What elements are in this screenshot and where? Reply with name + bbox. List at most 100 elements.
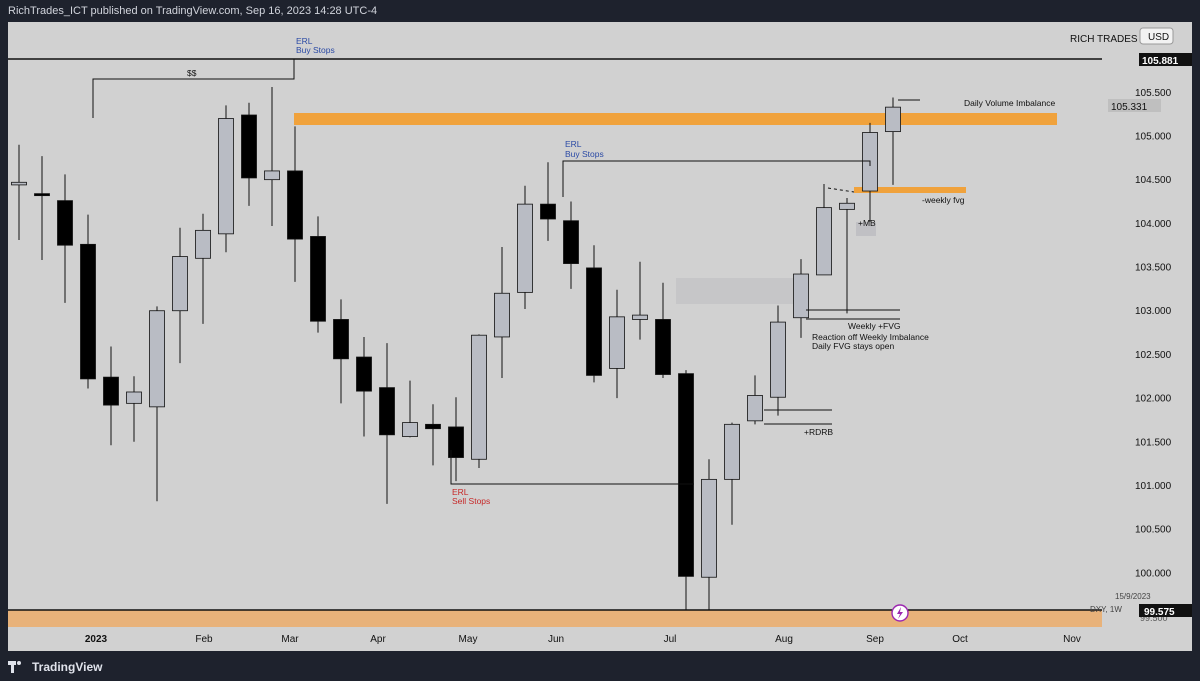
date-label: 15/9/2023 (1115, 592, 1151, 601)
mb-plus-label: +MB (858, 218, 876, 228)
bear-candle (356, 356, 372, 392)
time-tick-label: 2023 (85, 634, 108, 645)
price-axis[interactable]: 100.000 100.500 101.000 101.500 102.000 102.5… (1135, 88, 1172, 580)
bull-candle (632, 314, 648, 320)
buy-stops-mid-label: Buy Stops (565, 149, 604, 159)
bear-candle (103, 376, 119, 406)
bull-candle (149, 310, 165, 408)
bull-candle (609, 316, 625, 369)
bear-candle (287, 170, 303, 240)
brand-label: RICH TRADES (1070, 34, 1138, 45)
price-tick-label: 102.500 (1135, 350, 1172, 361)
bull-candle (264, 170, 280, 181)
bull-candle (172, 256, 188, 312)
bull-candle (218, 118, 234, 235)
reaction-note-2: Daily FVG stays open (812, 341, 894, 351)
time-tick-label: Mar (281, 634, 299, 645)
bull-candle (11, 181, 27, 186)
bottom-zone (8, 610, 1102, 627)
bull-candle (793, 273, 809, 319)
bear-candle (241, 114, 257, 179)
time-tick-label: Jun (548, 634, 564, 645)
time-axis-bg[interactable] (8, 627, 1102, 651)
price-tick-label: 104.000 (1135, 219, 1172, 230)
published-text: RichTrades_ICT published on TradingView.… (8, 5, 378, 17)
bull-candle (839, 202, 855, 210)
tradingview-brand: TradingView (32, 660, 103, 674)
price-tick-label: 103.000 (1135, 306, 1172, 317)
time-tick-label: Aug (775, 634, 793, 645)
bear-candle (310, 236, 326, 322)
erl-top-label: ERL (296, 36, 313, 46)
weekly-fvg-zone (854, 187, 966, 193)
candles-layer (11, 87, 901, 611)
price-tag-105881: 105.881 (1142, 56, 1179, 67)
currency-label: USD (1148, 32, 1169, 43)
bull-candle (747, 395, 763, 422)
footer-bar: TradingView (0, 651, 1200, 681)
brand-bg (1107, 70, 1125, 80)
chart-area[interactable]: ERL Buy Stops $$ ERL Buy Stops ERL Sell … (8, 22, 1192, 651)
symbol-label: DXY, 1W (1090, 605, 1122, 614)
time-tick-label: Sep (866, 634, 884, 645)
bull-candle (885, 106, 901, 133)
price-tag-105331-bg (1108, 99, 1161, 112)
price-tick-label: 102.000 (1135, 394, 1172, 405)
erl-low-bracket (450, 450, 694, 485)
bull-candle (402, 422, 418, 437)
weekly-fvg-plus-label: Weekly +FVG (848, 321, 901, 331)
price-tick-label: 105.500 (1135, 88, 1172, 99)
time-tick-label: Feb (195, 634, 213, 645)
lightning-glyph (897, 607, 903, 619)
erl-mid-bracket (562, 160, 871, 197)
annotation-lines (8, 58, 1102, 611)
bull-candle (126, 391, 142, 404)
sell-stops-low-label: Sell Stops (452, 496, 490, 506)
price-tags: RICH TRADES USD 105.881 105.331 15/9/202… (891, 27, 1192, 623)
erl-mid-label: ERL (565, 139, 582, 149)
bear-candle (586, 267, 602, 376)
bull-candle (724, 423, 740, 480)
bull-candle (770, 321, 786, 398)
price-tag-105881-bg (1139, 53, 1192, 66)
bear-candle (448, 426, 464, 458)
bear-candle (333, 319, 349, 360)
price-tick-label: 100.500 (1135, 525, 1172, 536)
candlestick-chart[interactable]: ERL Buy Stops $$ ERL Buy Stops ERL Sell … (8, 22, 1192, 651)
bull-candle (195, 229, 211, 259)
zones-layer (8, 113, 1102, 627)
weekly-fvg-grey-zone (676, 278, 806, 304)
price-tag-99575: 99.575 (1144, 607, 1175, 618)
daily-volume-imbalance-label: Daily Volume Imbalance (964, 98, 1055, 108)
reaction-note-1: Reaction off Weekly Imbalance (812, 332, 929, 342)
time-tick-label: May (459, 634, 478, 645)
dashed-connector (827, 187, 855, 193)
price-axis-bg[interactable] (1102, 22, 1192, 651)
time-tick-label: Oct (952, 634, 968, 645)
time-tick-label: Jul (664, 634, 677, 645)
bear-candle (80, 243, 96, 380)
bear-candle (379, 387, 395, 436)
price-tick-label: 103.500 (1135, 263, 1172, 274)
bear-candle (425, 423, 441, 430)
bull-candle (471, 334, 487, 460)
time-tick-label: Nov (1063, 634, 1081, 645)
bull-candle (816, 207, 832, 276)
bear-candle (655, 319, 671, 375)
price-tag-105331: 105.331 (1111, 102, 1148, 113)
bear-candle (678, 373, 694, 577)
publication-header: RichTrades_ICT published on TradingView.… (0, 0, 1200, 22)
dollar-label: $$ (187, 68, 197, 78)
price-tick-label: 101.500 (1135, 437, 1172, 448)
bull-candle (517, 203, 533, 293)
rdrb-plus-label: +RDRB (804, 427, 833, 437)
daily-volume-imbalance-zone (294, 113, 1057, 125)
currency-button[interactable] (1139, 27, 1174, 45)
weekly-fvg-minus-label: -weekly fvg (922, 195, 965, 205)
price-tick-label: 101.000 (1135, 481, 1172, 492)
bear-candle (57, 200, 73, 246)
cropped-price-label: 99.500 (1140, 613, 1168, 623)
price-tick-label: 104.500 (1135, 175, 1172, 186)
time-axis[interactable]: 2023 Feb Mar Apr May Jun Jul Aug Sep Oct Nov (85, 634, 1081, 645)
tradingview-logo[interactable]: TradingView (8, 660, 102, 674)
